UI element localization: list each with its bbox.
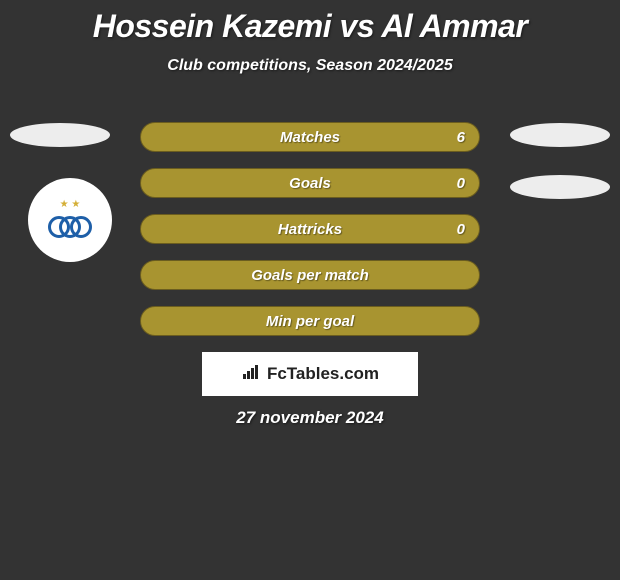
stat-label: Goals per match [251,267,369,284]
stat-label: Goals [289,175,331,192]
stat-value: 0 [457,175,465,192]
page-title: Hossein Kazemi vs Al Ammar [0,0,620,45]
brand-text: FcTables.com [267,364,379,384]
right-ellipse-2 [510,175,610,199]
stat-bar-goals-per-match: Goals per match [140,260,480,290]
stat-bar-hattricks: Hattricks 0 [140,214,480,244]
stats-container: Matches 6 Goals 0 Hattricks 0 Goals per … [140,122,480,352]
stat-bar-matches: Matches 6 [140,122,480,152]
club-rings-icon [48,212,92,242]
stat-value: 0 [457,221,465,238]
stat-bar-min-per-goal: Min per goal [140,306,480,336]
stat-label: Min per goal [266,313,354,330]
date-text: 27 november 2024 [0,408,620,428]
brand-box[interactable]: FcTables.com [202,352,418,396]
left-ellipse [10,123,110,147]
chart-icon [241,364,261,385]
stat-value: 6 [457,129,465,146]
stat-bar-goals: Goals 0 [140,168,480,198]
stat-label: Matches [280,129,340,146]
club-logo: ★ ★ [28,178,112,262]
right-ellipse-1 [510,123,610,147]
club-stars-icon: ★ ★ [60,199,81,210]
stat-label: Hattricks [278,221,342,238]
subtitle: Club competitions, Season 2024/2025 [0,57,620,75]
